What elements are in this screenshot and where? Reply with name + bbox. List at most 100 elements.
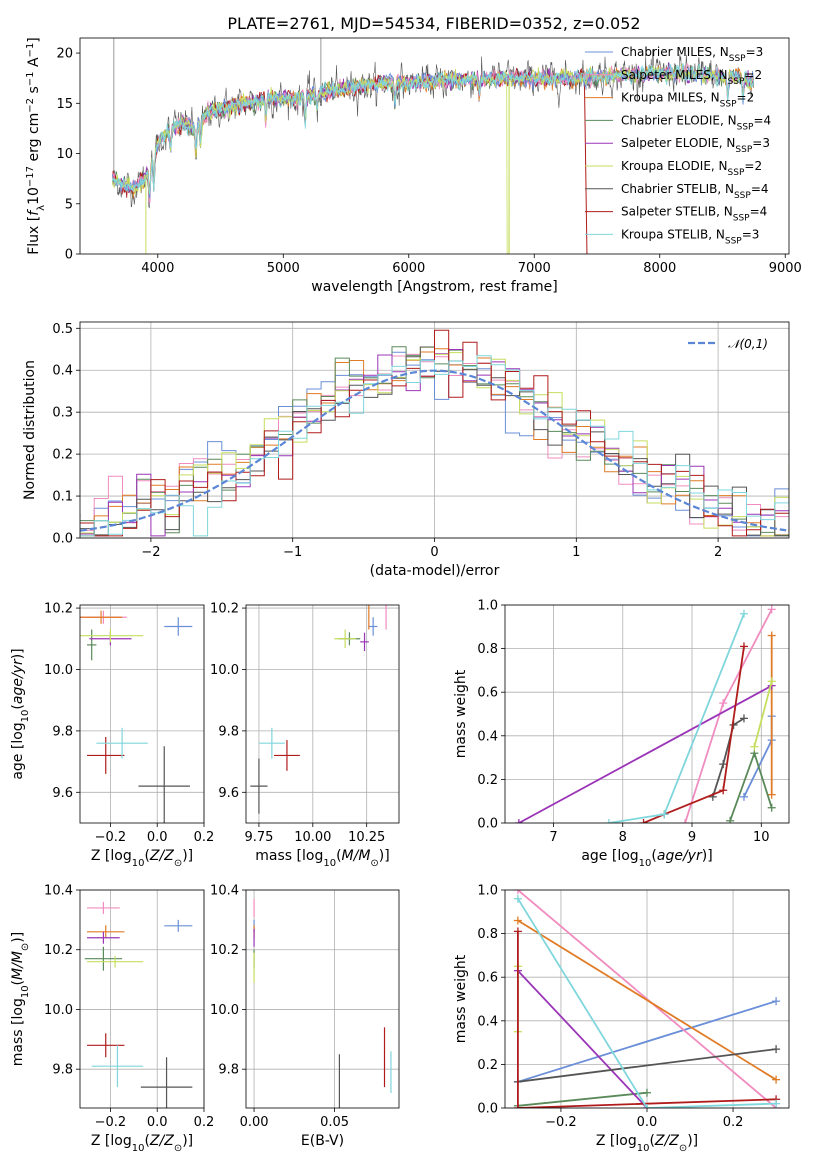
tick-label-x: 9.75 <box>244 830 273 845</box>
legend-label-salpeter_elodie: Salpeter ELODIE, NSSP=3 <box>621 136 770 155</box>
spectrum-xlabel: wavelength [Angstrom, rest frame] <box>311 279 557 295</box>
weight-line-kroupa_stelib <box>517 898 777 1108</box>
tick-label-y: 1.0 <box>477 599 498 614</box>
tick-label-y: 10.0 <box>210 663 239 678</box>
mass_vs_Z-plot-area <box>84 901 193 1108</box>
mass_weight_vs_Z-ylabel: mass weight <box>453 954 469 1043</box>
tick-label-y: 0.4 <box>477 729 498 744</box>
tick-label-y: 10.2 <box>210 602 239 617</box>
age_vs_mass-frame <box>245 604 400 824</box>
tick-label-x: 0.05 <box>320 1115 349 1130</box>
age_vs_mass-axes <box>242 605 399 827</box>
mass_vs_EBV-xlabel: E(B-V) <box>301 1133 344 1149</box>
age_vs_mass-xlabel: mass [log10(M/M⊙)] <box>255 848 389 869</box>
legend-label-kroupa_stelib: Kroupa STELIB, NSSP=3 <box>621 227 759 246</box>
tick-label-y: 0.0 <box>477 1102 498 1117</box>
age_vs_Z-frame <box>79 604 205 824</box>
tick-label-x: 7000 <box>518 261 551 276</box>
mass_weight_vs_age-ylabel: mass weight <box>453 669 469 758</box>
tick-label-x: −0.2 <box>95 1115 127 1130</box>
legend-label-chabrier_elodie: Chabrier ELODIE, NSSP=4 <box>621 113 771 132</box>
tick-label-y: 9.8 <box>52 1063 73 1078</box>
tick-label-x: 0.0 <box>147 1115 168 1130</box>
tick-label-y: 0.6 <box>477 686 498 701</box>
tick-label-y: 0.2 <box>477 773 498 788</box>
age_vs_mass-plot-area <box>250 605 387 814</box>
tick-label-y: 5 <box>65 197 73 212</box>
legend-label-kroupa_elodie: Kroupa ELODIE, NSSP=2 <box>621 159 762 178</box>
tick-label-x: 10 <box>753 830 770 845</box>
tick-label-x: −0.2 <box>545 1115 577 1130</box>
tick-label-y: 0.4 <box>52 364 73 379</box>
tick-label-y: 10.4 <box>44 884 73 899</box>
weight-line-chabrier_stelib <box>711 717 745 798</box>
tick-label-y: 15 <box>56 97 73 112</box>
tick-label-y: 10.0 <box>44 1003 73 1018</box>
tick-label-x: 10.00 <box>294 830 331 845</box>
tick-label-y: 9.8 <box>218 724 239 739</box>
weight-line-kroupa_miles <box>517 919 777 1081</box>
legend-label-kroupa_miles: Kroupa MILES, NSSP=2 <box>621 91 754 110</box>
figure-title: PLATE=2761, MJD=54534, FIBERID=0352, z=0… <box>227 14 640 33</box>
weight-line-salpeter_stelib <box>643 646 745 823</box>
spectrum-line-kroupa_stelib <box>112 62 754 195</box>
spectrum-axes <box>76 52 786 258</box>
age_vs_Z-xlabel: Z [log10(Z/Z⊙)] <box>91 848 193 869</box>
tick-label-x: 8 <box>619 830 627 845</box>
tick-label-y: 10.4 <box>210 884 239 899</box>
weight-line-salpeter_miles <box>684 608 773 823</box>
tick-label-x: −1 <box>283 545 302 560</box>
tick-label-x: 0.0 <box>637 1115 658 1130</box>
residual-hist-kroupa_stelib <box>80 355 789 537</box>
spectrum-plot-area <box>112 38 754 254</box>
weight-line-salpeter_elodie <box>518 684 773 823</box>
weight-line-salpeter_elodie <box>517 970 648 1108</box>
spectrum-drop-salpeter_stelib <box>583 83 588 254</box>
mass_vs_Z-ylabel: mass [log10(M/M⊙)] <box>10 932 31 1066</box>
tick-label-x: 0.00 <box>240 1115 269 1130</box>
tick-label-y: 10.0 <box>44 663 73 678</box>
tick-label-x: 9000 <box>769 261 802 276</box>
weight-line-chabrier_elodie <box>729 750 773 822</box>
tick-label-x: 4000 <box>141 261 174 276</box>
tick-label-x: 10.25 <box>348 830 385 845</box>
legend-label-normal: 𝒩(0,1) <box>728 337 768 351</box>
tick-label-x: −2 <box>141 545 160 560</box>
tick-label-y: 20 <box>56 47 73 62</box>
tick-label-x: 8000 <box>643 261 676 276</box>
age_vs_Z-axes <box>76 605 205 827</box>
weight-line-salpeter_stelib <box>517 931 777 1108</box>
tick-label-x: 0.2 <box>194 1115 215 1130</box>
tick-label-y: 0.8 <box>477 642 498 657</box>
tick-label-y: 0.2 <box>477 1058 498 1073</box>
tick-label-y: 0.0 <box>477 817 498 832</box>
legend-label-salpeter_stelib: Salpeter STELIB, NSSP=4 <box>621 205 767 224</box>
residuals-axes <box>76 322 789 542</box>
tick-label-x: −0.2 <box>95 830 127 845</box>
tick-label-x: 0 <box>430 545 438 560</box>
normal-curve <box>80 369 787 532</box>
tick-label-y: 10.0 <box>210 1003 239 1018</box>
tick-label-y: 0.8 <box>477 927 498 942</box>
tick-label-y: 1.0 <box>477 884 498 899</box>
mass_weight_vs_Z-xlabel: Z [log10(Z/Z⊙)] <box>596 1133 698 1154</box>
tick-label-y: 0.3 <box>52 406 73 421</box>
tick-label-x: 9 <box>688 830 696 845</box>
weight-line-chabrier_stelib <box>517 1048 777 1083</box>
legend-label-chabrier_miles: Chabrier MILES, NSSP=3 <box>621 45 763 64</box>
tick-label-x: 5000 <box>267 261 300 276</box>
weight-line-kroupa_elodie <box>753 681 773 747</box>
spectrum-ylabel: Flux [fλ10−17 erg cm−2 s−1 A−1] <box>25 37 47 255</box>
tick-label-y: 0.5 <box>52 322 73 337</box>
residual-hist-chabrier_stelib <box>80 346 789 537</box>
tick-label-y: 10.2 <box>44 602 73 617</box>
residuals-xlabel: (data-model)/error <box>370 563 500 579</box>
mass_vs_EBV-frame <box>245 889 400 1109</box>
tick-label-x: 1 <box>572 545 580 560</box>
mass_weight_vs_age-frame <box>504 604 790 824</box>
tick-label-y: 10.2 <box>210 943 239 958</box>
weight-line-salpeter_miles <box>517 890 777 1108</box>
legend-label-salpeter_miles: Salpeter MILES, NSSP=2 <box>621 68 762 87</box>
mass_vs_Z-frame <box>79 889 205 1109</box>
